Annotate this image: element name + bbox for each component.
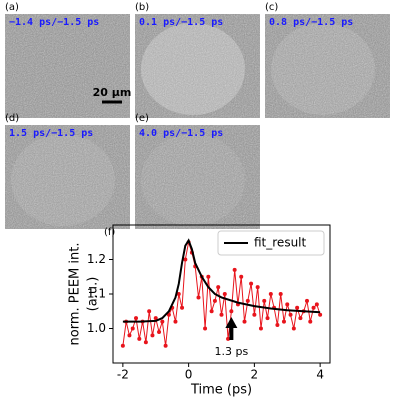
data-point xyxy=(245,298,250,303)
sample-region xyxy=(11,134,115,226)
panel-label: (c) xyxy=(265,2,278,13)
data-point xyxy=(281,319,286,324)
data-point xyxy=(311,305,316,310)
data-point xyxy=(203,326,208,331)
panel-label: (d) xyxy=(5,113,19,124)
data-point xyxy=(134,316,139,321)
data-point xyxy=(291,326,296,331)
data-point xyxy=(180,305,185,310)
data-point xyxy=(298,316,303,321)
data-point xyxy=(255,285,260,290)
data-point xyxy=(153,316,158,321)
data-point xyxy=(265,316,270,321)
data-line xyxy=(122,242,321,346)
image-caption: 4.0 ps/−1.5 ps xyxy=(139,128,223,139)
data-point xyxy=(137,336,142,341)
data-point xyxy=(147,309,152,314)
panel-label: (b) xyxy=(135,2,149,13)
data-point xyxy=(239,274,244,279)
data-point xyxy=(150,333,155,338)
image-caption: −1.4 ps/−1.5 ps xyxy=(9,17,99,28)
image-grain xyxy=(265,14,390,118)
data-point xyxy=(209,309,214,314)
sample-region xyxy=(141,23,245,115)
y-tick-label: 1.2 xyxy=(87,252,106,266)
data-point xyxy=(232,267,237,272)
data-point xyxy=(249,281,254,286)
scale-bar-label: 20 μm xyxy=(93,86,132,99)
data-point xyxy=(285,302,290,307)
x-tick-label: 0 xyxy=(185,368,193,382)
data-point xyxy=(216,285,221,290)
data-point xyxy=(268,292,273,296)
data-point xyxy=(278,292,283,296)
data-point xyxy=(160,319,165,324)
panel-label: (e) xyxy=(135,113,149,124)
panel-label: (a) xyxy=(5,2,19,13)
chart: (f) -2 0 2 4 1.0 1.1 1.2 Time (ps) norm. PEEM int… xyxy=(68,224,331,398)
data-point xyxy=(229,309,234,314)
data-point xyxy=(143,340,148,345)
data-point xyxy=(127,333,132,338)
data-point xyxy=(242,319,247,324)
data-point xyxy=(308,319,313,324)
data-point xyxy=(222,292,227,296)
image-grain xyxy=(135,125,260,229)
data-point xyxy=(173,319,178,324)
data-point xyxy=(258,326,263,331)
data-point xyxy=(212,298,217,303)
fit-line xyxy=(122,238,321,323)
data-point xyxy=(176,292,181,296)
data-point xyxy=(318,312,323,317)
data-point xyxy=(130,326,135,331)
legend-box xyxy=(217,230,325,256)
data-point xyxy=(275,323,280,328)
data-point xyxy=(304,298,309,303)
data-point xyxy=(288,312,293,317)
data-point xyxy=(157,329,162,334)
data-point xyxy=(262,298,267,303)
x-tick-label: -2 xyxy=(117,368,129,382)
data-point xyxy=(219,312,224,317)
data-point xyxy=(163,343,168,348)
x-tick-label: 2 xyxy=(251,368,259,382)
sample-region xyxy=(141,134,245,226)
y-axis-label: (a.u.) xyxy=(86,277,101,312)
data-point xyxy=(252,312,257,317)
image-caption: 0.1 ps/−1.5 ps xyxy=(139,17,223,28)
data-point xyxy=(295,305,300,310)
image-caption: 0.8 ps/−1.5 ps xyxy=(269,17,353,28)
data-point xyxy=(196,295,201,300)
legend-label: fit_result xyxy=(254,236,307,250)
x-axis-label: Time (ps) xyxy=(190,383,252,398)
y-tick-label: 1.0 xyxy=(87,321,106,335)
sample-region xyxy=(271,23,375,115)
image-grain xyxy=(135,14,260,118)
y-tick-label: 1.1 xyxy=(87,287,106,301)
panel-label: (f) xyxy=(104,227,115,238)
image-panels: (a) −1.4 ps/−1.5 ps (b) 0.1 ps/−1.5 ps (c) 0.… xyxy=(5,2,390,229)
y-axis-label: norm. PEEM int. xyxy=(68,243,83,346)
image-caption: 1.5 ps/−1.5 ps xyxy=(9,128,93,139)
data-point xyxy=(314,302,319,307)
data-point xyxy=(226,336,231,341)
data-point xyxy=(120,343,125,348)
data-point xyxy=(206,274,211,279)
image-grain xyxy=(5,125,130,229)
annotation-label: 1.3 ps xyxy=(215,345,249,358)
annotation-arrowhead xyxy=(225,317,238,328)
x-tick-label: 4 xyxy=(316,368,324,382)
data-point xyxy=(183,257,188,262)
